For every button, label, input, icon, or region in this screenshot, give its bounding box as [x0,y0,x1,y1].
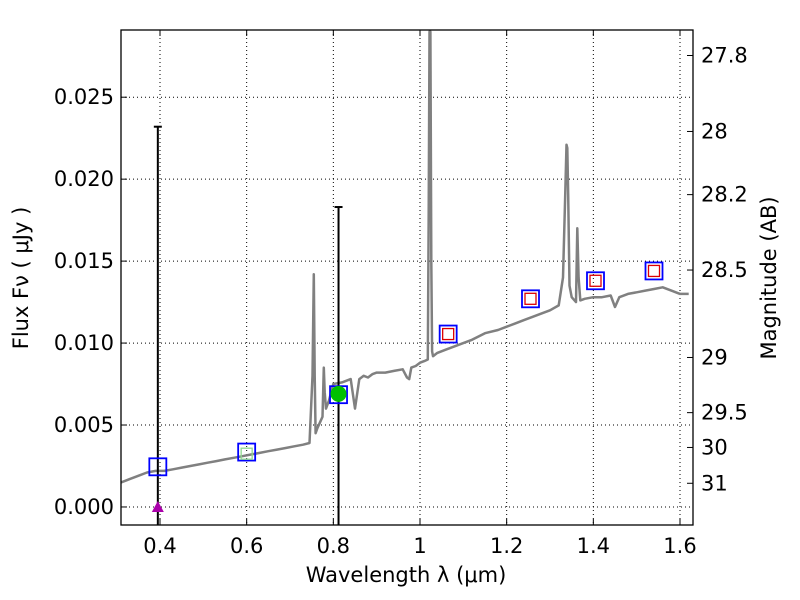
observed-photometry-marker [644,261,664,281]
plot-area [121,30,689,525]
y-axis-right-label: Magnitude (AB) [757,196,781,359]
x-tick-label: 1 [413,534,426,558]
detection-marker [330,385,347,402]
x-tick-label: 1.2 [490,534,523,558]
model-photometry-marker [647,264,661,278]
y-axis-label: Flux Fν ( μJy ) [9,207,33,350]
model-photometry-marker [442,327,455,341]
y-tick-label: 0.025 [54,85,114,109]
y-tick-label: 0.000 [54,495,114,519]
upper-limit-marker [151,500,164,512]
x-tick-label: 1.4 [577,534,610,558]
x-axis-label: Wavelength λ (μm) [306,563,507,587]
y-right-tick-label: 27.8 [701,44,748,68]
sed-line [121,30,689,484]
x-tick-label: 1.6 [663,534,696,558]
y-tick-label: 0.015 [54,249,114,273]
plot-background [121,30,693,525]
y-right-tick-label: 29 [701,345,728,369]
y-right-tick-label: 31 [701,471,728,495]
model-photometry-marker [524,292,537,305]
y-tick-label: 0.005 [54,413,114,437]
observed-photometry-marker [237,442,257,462]
model-photometry-marker [240,447,253,460]
observed-photometry-marker [438,324,458,344]
y-right-tick-label: 28 [701,119,728,143]
model-photometry-marker [589,274,602,287]
x-tick-label: 0.6 [230,534,263,558]
ticks: 0.4 0.6 0.8 1 1.2 1.4 1.6 0.000 0.005 0.010 0.015 0… [54,30,748,558]
y-right-tick-label: 30 [701,435,728,459]
y-right-tick-label: 28.2 [701,183,748,207]
x-tick-label: 0.8 [317,534,350,558]
y-right-tick-label: 29.5 [701,401,748,425]
plot-frame [120,29,694,526]
observed-photometry-marker [148,457,168,477]
y-tick-label: 0.010 [54,331,114,355]
observed-photometry-marker [521,289,540,309]
x-tick-label: 0.4 [143,534,176,558]
y-tick-label: 0.020 [54,167,114,191]
observed-photometry-marker [586,271,605,291]
y-right-tick-label: 28.5 [701,258,748,282]
grid [121,30,693,525]
